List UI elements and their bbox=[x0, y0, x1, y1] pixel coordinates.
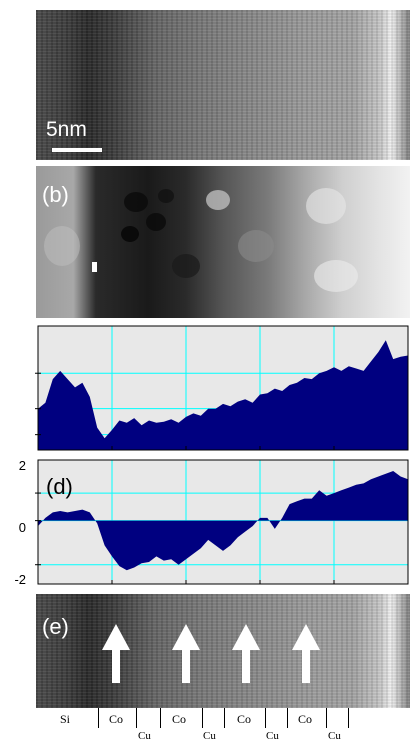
layer-label-cu-2: Cu bbox=[203, 730, 216, 742]
panel-label-e: (e) bbox=[42, 614, 69, 639]
series-area-d bbox=[38, 471, 408, 571]
plot-frame-c bbox=[37, 325, 409, 451]
panel-label-d: (d) bbox=[46, 474, 73, 499]
tem-image-panel-e: (e) bbox=[36, 594, 410, 708]
layer-divider bbox=[202, 708, 203, 728]
tem-image-panel-a: 5nm bbox=[36, 10, 410, 160]
ticks-c bbox=[35, 372, 335, 450]
layer-divider bbox=[287, 708, 288, 728]
layer-divider bbox=[136, 708, 137, 728]
image-texture bbox=[36, 10, 410, 160]
layer-divider bbox=[326, 708, 327, 728]
panel-label-b: (b) bbox=[42, 182, 69, 207]
arrow-1 bbox=[102, 624, 130, 683]
layer-divider bbox=[348, 708, 349, 728]
ytick-label-neg2: -2 bbox=[14, 572, 26, 587]
scalebar bbox=[52, 148, 102, 152]
layer-divider bbox=[98, 708, 99, 728]
layer-label-co-3: Co bbox=[237, 712, 252, 726]
layer-label-cu-4: Cu bbox=[328, 730, 341, 742]
image-texture-e bbox=[36, 594, 410, 708]
blob-pattern bbox=[44, 188, 358, 292]
layer-label-cu-3: Cu bbox=[266, 730, 279, 742]
layer-label-si: Si bbox=[60, 712, 71, 726]
series-area-c bbox=[38, 340, 408, 450]
layer-divider bbox=[265, 708, 266, 728]
plot-frame-d bbox=[37, 459, 409, 585]
image-panel-b: (b) bbox=[36, 166, 410, 318]
layer-label-co-2: Co bbox=[172, 712, 187, 726]
arrow-2 bbox=[172, 624, 200, 683]
ticks-d bbox=[35, 492, 335, 584]
layer-label-co-1: Co bbox=[109, 712, 124, 726]
arrow-4 bbox=[292, 624, 320, 683]
layer-label-cu-1: Cu bbox=[138, 730, 151, 742]
layer-divider bbox=[224, 708, 225, 728]
ytick-label-0: 0 bbox=[18, 520, 26, 535]
layer-divider bbox=[160, 708, 161, 728]
arrow-3 bbox=[232, 624, 260, 683]
chart-d bbox=[35, 459, 409, 585]
chart-c bbox=[35, 325, 409, 451]
layer-label-co-4: Co bbox=[298, 712, 313, 726]
scalebar-label: 5nm bbox=[46, 118, 87, 141]
ytick-label-2: 2 bbox=[18, 458, 26, 473]
arrows bbox=[102, 624, 320, 683]
